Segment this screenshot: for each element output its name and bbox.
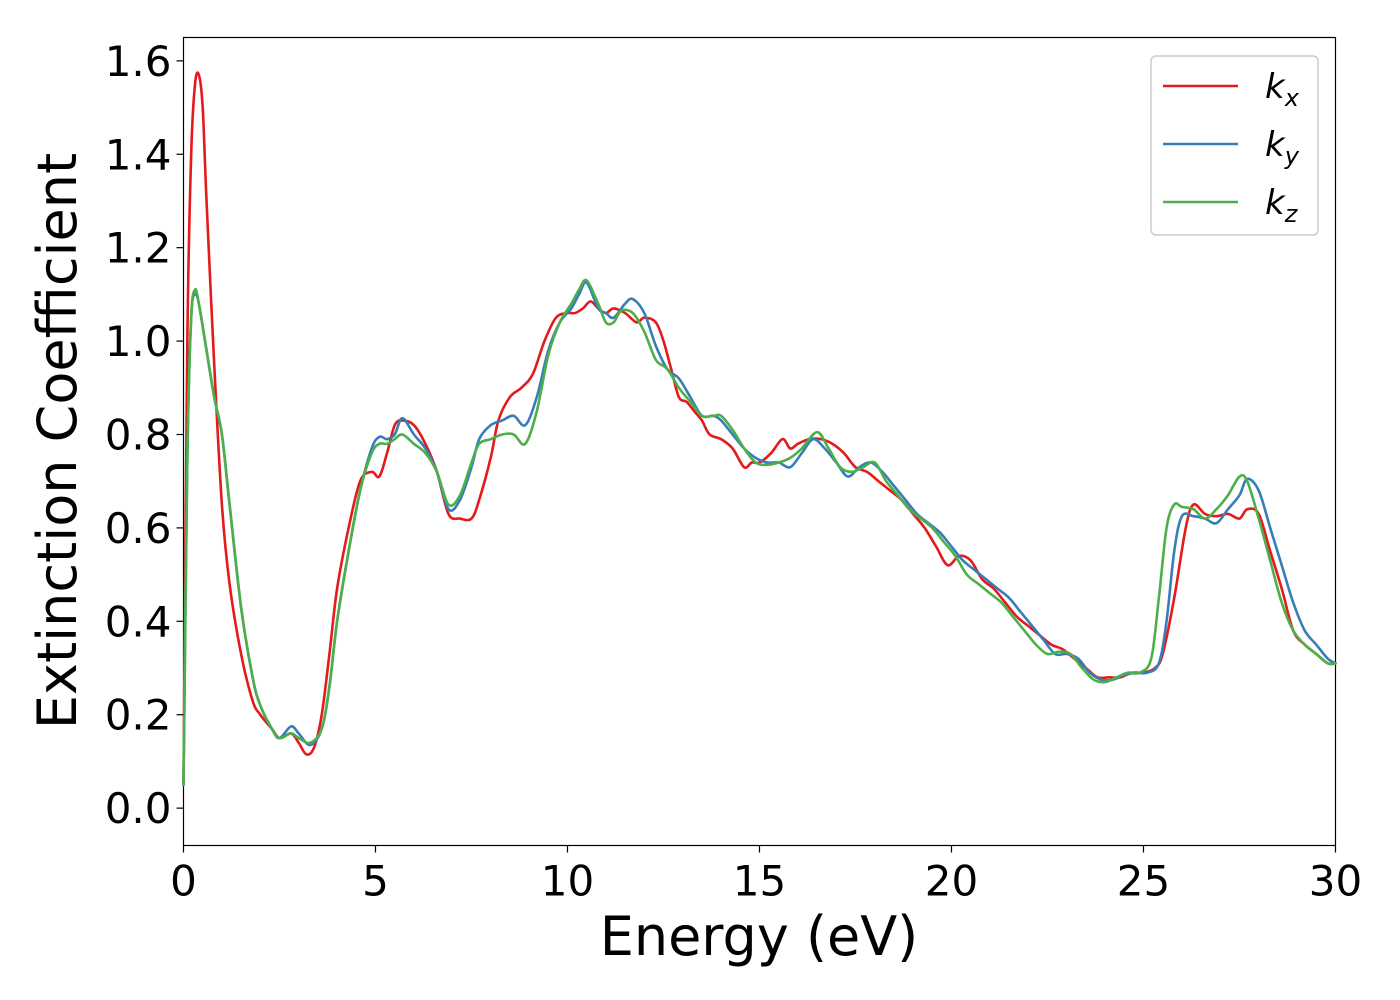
y-tick-label: 0.4 — [105, 597, 172, 646]
x-tick-label: 15 — [733, 857, 786, 906]
legend-label-y: ky — [1265, 125, 1300, 170]
x-tick-label: 30 — [1309, 857, 1362, 906]
legend: kx ky kz — [1150, 55, 1319, 236]
x-tick-label: 5 — [362, 857, 389, 906]
y-tick-label: 0.8 — [105, 410, 172, 459]
y-tick-label: 0.2 — [105, 691, 172, 740]
series-layer — [182, 71, 1337, 787]
x-tick-label: 10 — [541, 857, 594, 906]
x-axis-title: Energy (eV) — [600, 905, 919, 968]
x-tick-label: 25 — [1117, 857, 1170, 906]
y-tick-label: 1.4 — [105, 130, 172, 179]
x-axis: 0 5 10 15 20 25 30 — [170, 845, 1362, 906]
y-tick-label: 1.2 — [105, 224, 172, 273]
legend-label-x: kx — [1265, 67, 1300, 112]
y-axis-title: Extinction Coefficient — [26, 153, 89, 729]
legend-box — [1150, 55, 1319, 236]
y-tick-label: 0.0 — [105, 784, 172, 833]
y-axis: 0.0 0.2 0.4 0.6 0.8 1.0 1.2 1.4 1.6 — [105, 37, 184, 833]
legend-label-z: kz — [1265, 183, 1299, 228]
series-line-y — [182, 281, 1337, 787]
series-line-z — [182, 278, 1337, 787]
x-tick-label: 0 — [170, 857, 197, 906]
x-tick-label: 20 — [925, 857, 978, 906]
y-tick-label: 1.0 — [105, 317, 172, 366]
y-tick-label: 1.6 — [105, 37, 172, 86]
y-tick-label: 0.6 — [105, 504, 172, 553]
